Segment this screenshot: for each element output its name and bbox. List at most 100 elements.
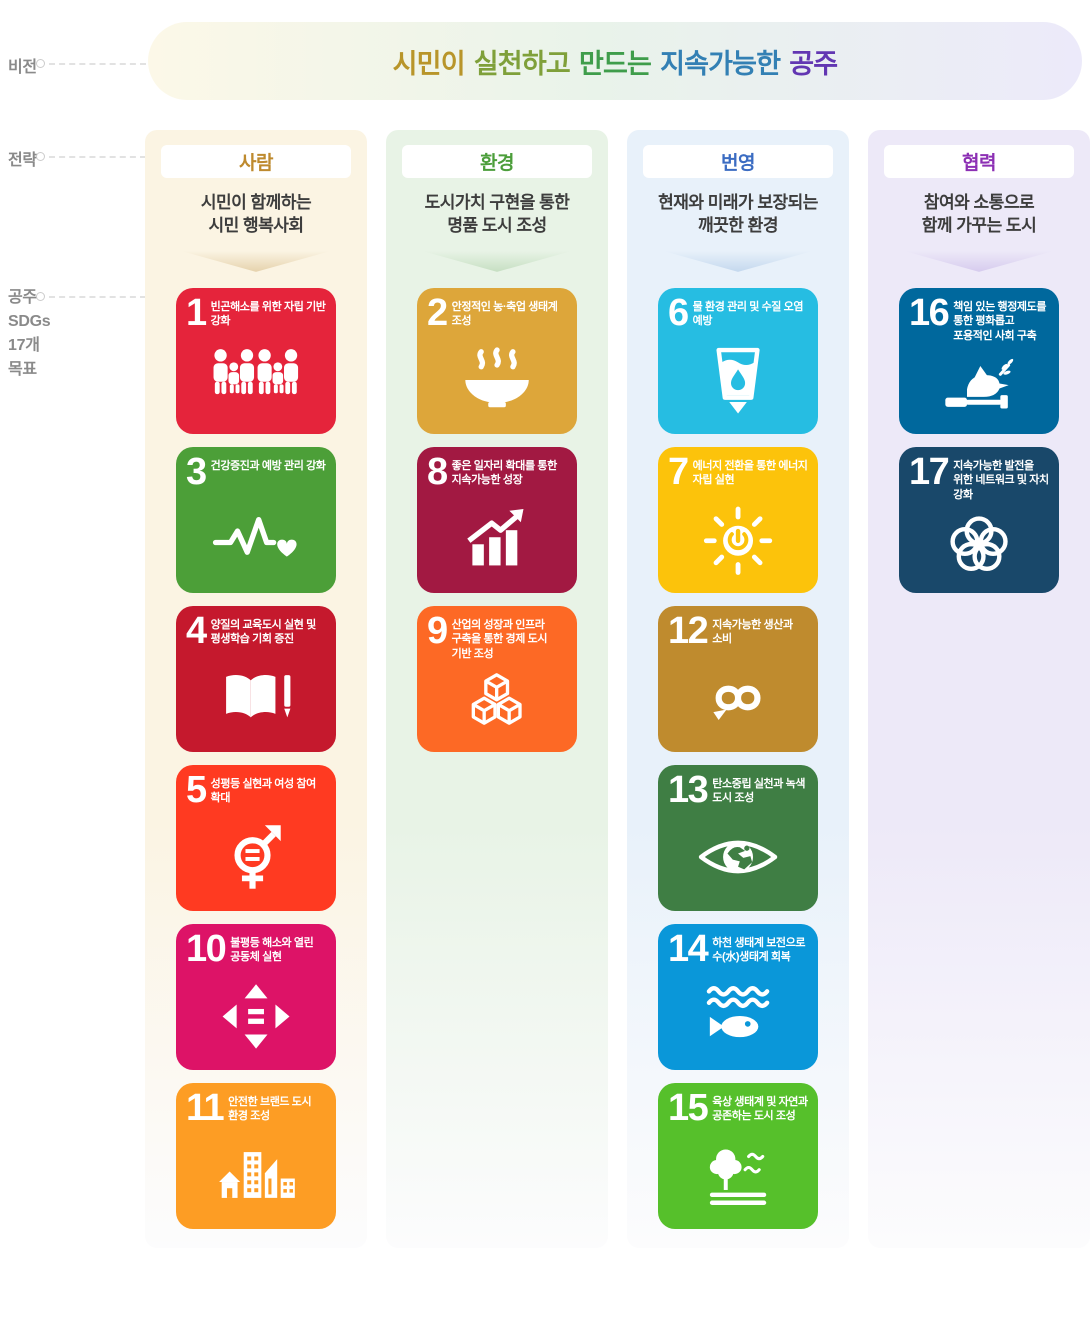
chevron-down-icon <box>904 250 1054 272</box>
vision-title-word: 만드는 <box>578 48 652 79</box>
vision-axis-label: 비전 <box>8 59 37 76</box>
vision-banner: 시민이 실천하고 만드는 지속가능한 공주 <box>148 22 1082 100</box>
vision-title-word: 실천하고 <box>473 48 571 79</box>
goal-number: 14 <box>668 927 709 970</box>
strategy-pill-prosperity: 번영 <box>643 145 833 178</box>
goal-number: 10 <box>186 927 227 970</box>
chevron-down-icon <box>422 250 572 272</box>
strategy-axis-label: 전략 <box>8 152 37 169</box>
subtitle-line: 현재와 미래가 보장되는 <box>658 193 818 212</box>
equality-arrows-icon <box>176 966 336 1070</box>
goal-number: 2 <box>427 291 448 334</box>
vision-title-word: 지속가능한 <box>660 48 781 79</box>
sdg-goal-8: 8 좋은 일자리 확대를 통한 지속가능한 성장 <box>417 446 577 593</box>
sun-energy-icon <box>658 489 818 593</box>
family-icon <box>176 330 336 434</box>
goal-number: 9 <box>427 609 448 652</box>
sdgs-axis-line: 17개 <box>8 337 40 354</box>
pillar-column-cooperation: 협력 참여와 소통으로 함께 가꾸는 도시 16 책임 있는 행정제도를 통한 … <box>868 130 1090 1248</box>
goal-title: 물 환경 관리 및 수질 오염 예방 <box>692 300 804 328</box>
sdgs-connector-line <box>36 292 146 301</box>
connector-dash <box>49 295 146 298</box>
vision-connector-line <box>36 59 146 68</box>
sdg-goal-16: 16 책임 있는 행정제도를 통한 평화롭고 포용적인 사회 구축 <box>899 287 1059 434</box>
sdgs-axis-label: 공주 SDGs 17개 목표 <box>8 286 51 382</box>
vision-title-word: 공주 <box>789 48 838 79</box>
sdg-goal-13: 13 탄소중립 실천과 녹색 도시 조성 <box>658 764 818 911</box>
sdg-goal-9: 9 산업의 성장과 인프라 구축을 통한 경제 도시 기반 조성 <box>417 605 577 752</box>
goal-number: 12 <box>668 609 709 652</box>
goal-title: 성평등 실현과 여성 참여 확대 <box>210 777 317 805</box>
sdgs-axis-line: 목표 <box>8 361 37 378</box>
goal-number: 13 <box>668 768 709 811</box>
strategy-pill-people: 사람 <box>161 145 351 178</box>
growth-chart-icon <box>417 489 577 593</box>
goal-title: 육상 생태계 및 자연과 공존하는 도시 조성 <box>712 1095 808 1123</box>
goal-title: 빈곤해소를 위한 자립 기반 강화 <box>210 300 326 328</box>
sdg-goal-7: 7 에너지 전환을 통한 에너지 자립 실현 <box>658 446 818 593</box>
sdgs-axis-line: SDGs <box>8 313 51 330</box>
water-glass-icon <box>658 330 818 434</box>
subtitle-line: 깨끗한 환경 <box>698 216 778 236</box>
strategy-pill-cooperation: 협력 <box>884 145 1074 178</box>
goal-title: 불평등 해소와 열린 공동체 실현 <box>230 936 314 964</box>
pillar-column-people: 사람 시민이 함께하는 시민 행복사회 1 빈곤해소를 위한 자립 기반 강화 <box>145 130 367 1248</box>
goal-title: 안정적인 농·축업 생태계 조성 <box>451 300 558 328</box>
food-bowl-icon <box>417 330 577 434</box>
goal-list: 2 안정적인 농·축업 생태계 조성 8 좋은 일자리 확대를 통한 지속가능한… <box>386 287 608 752</box>
vision-title: 시민이 실천하고 만드는 지속가능한 공주 <box>393 42 839 81</box>
connector-dash <box>49 155 146 158</box>
sdg-goal-12: 12 지속가능한 생산과 소비 <box>658 605 818 752</box>
subtitle-line: 함께 가꾸는 도시 <box>921 216 1037 236</box>
sdg-goal-15: 15 육상 생태계 및 자연과 공존하는 도시 조성 <box>658 1082 818 1229</box>
sdg-goal-17: 17 지속가능한 발전을 위한 네트워크 및 자치 강화 <box>899 446 1059 593</box>
goal-title: 좋은 일자리 확대를 통한 지속가능한 성장 <box>451 459 558 487</box>
city-buildings-icon <box>176 1125 336 1229</box>
cubes-icon <box>417 661 577 752</box>
goal-number: 16 <box>909 291 950 334</box>
subtitle-line: 도시가치 구현을 통한 <box>424 193 570 212</box>
sdg-goal-2: 2 안정적인 농·축업 생태계 조성 <box>417 287 577 434</box>
dove-gavel-icon <box>899 343 1059 434</box>
sdg-goal-11: 11 안전한 브랜드 도시 환경 조성 <box>176 1082 336 1229</box>
chevron-down-icon <box>663 250 813 272</box>
goal-number: 8 <box>427 450 448 493</box>
connector-dash <box>49 62 146 65</box>
infinity-loop-icon <box>658 648 818 752</box>
pillar-subtitle: 시민이 함께하는 시민 행복사회 <box>145 191 367 238</box>
strategy-connector-line <box>36 152 146 161</box>
goal-number: 15 <box>668 1086 709 1129</box>
sdg-goal-4: 4 양질의 교육도시 실현 및 평생학습 기회 증진 <box>176 605 336 752</box>
sdgs-axis-line: 공주 <box>8 289 37 306</box>
connector-dot <box>36 292 45 301</box>
chevron-down-icon <box>181 250 331 272</box>
subtitle-line: 시민 행복사회 <box>208 216 304 236</box>
pillar-subtitle: 현재와 미래가 보장되는 깨끗한 환경 <box>627 191 849 238</box>
goal-title: 탄소중립 실천과 녹색 도시 조성 <box>712 777 806 805</box>
goal-number: 7 <box>668 450 689 493</box>
goal-title: 안전한 브랜드 도시 환경 조성 <box>228 1095 312 1123</box>
open-book-icon <box>176 648 336 752</box>
sdg-goal-6: 6 물 환경 관리 및 수질 오염 예방 <box>658 287 818 434</box>
connector-dot <box>36 152 45 161</box>
goal-title: 산업의 성장과 인프라 구축을 통한 경제 도시 기반 조성 <box>451 618 548 660</box>
sdg-goal-3: 3 건강증진과 예방 관리 강화 <box>176 446 336 593</box>
goal-title: 건강증진과 예방 관리 강화 <box>210 459 326 472</box>
interlocked-rings-icon <box>899 502 1059 593</box>
goal-title: 에너지 전환을 통한 에너지 자립 실현 <box>692 459 808 487</box>
goal-title: 지속가능한 발전을 위한 네트워크 및 자치 강화 <box>953 459 1049 501</box>
sdg-goal-10: 10 불평등 해소와 열린 공동체 실현 <box>176 923 336 1070</box>
eye-globe-icon <box>658 807 818 911</box>
connector-dot <box>36 59 45 68</box>
goal-number: 17 <box>909 450 950 493</box>
gender-equality-icon <box>176 807 336 911</box>
goal-title: 하천 생태계 보전으로 수(水)생태계 회복 <box>712 936 806 964</box>
goal-list: 6 물 환경 관리 및 수질 오염 예방 7 에너지 전환을 통한 에너지 자립… <box>627 287 849 1229</box>
goal-title: 지속가능한 생산과 소비 <box>712 618 793 646</box>
sdg-goal-14: 14 하천 생태계 보전으로 수(水)생태계 회복 <box>658 923 818 1070</box>
goal-number: 4 <box>186 609 207 652</box>
heartbeat-icon <box>176 489 336 593</box>
pillar-subtitle: 참여와 소통으로 함께 가꾸는 도시 <box>868 191 1090 238</box>
fish-waves-icon <box>658 966 818 1070</box>
